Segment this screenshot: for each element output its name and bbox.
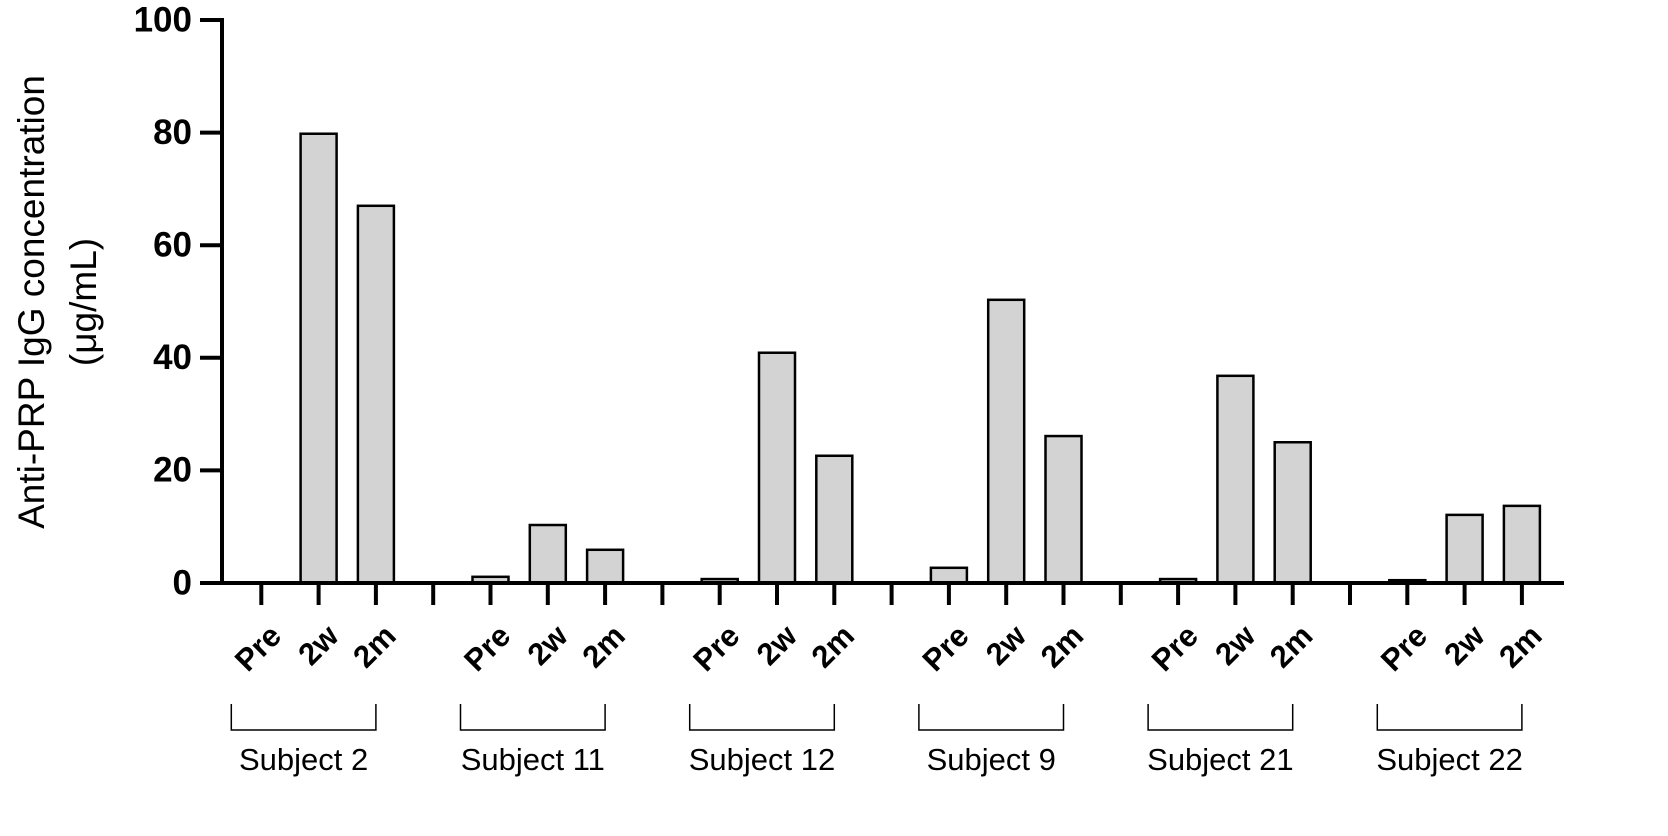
- y-tick-label: 0: [173, 563, 192, 602]
- x-tick-label: 2m: [1034, 618, 1090, 674]
- x-tick-label: 2w: [979, 617, 1034, 672]
- x-tick-label: 2w: [291, 617, 346, 672]
- x-tick-label: 2w: [1437, 617, 1492, 672]
- bar: [528, 523, 568, 585]
- bar: [299, 132, 338, 585]
- bar: [986, 298, 1026, 585]
- group-bracket: [1147, 704, 1294, 731]
- x-tick-label: Pre: [686, 618, 746, 678]
- group-label: Subject 9: [927, 742, 1056, 777]
- bar: [1273, 441, 1312, 585]
- group-label: Subject 22: [1376, 742, 1523, 777]
- y-tick-label: 40: [153, 338, 192, 377]
- y-tick-label: 100: [134, 0, 192, 39]
- x-tick-label: Pre: [457, 618, 517, 678]
- bar: [1445, 513, 1484, 585]
- x-tick-label: 2m: [1492, 618, 1548, 674]
- bar: [1216, 374, 1255, 585]
- y-axis-label: (μg/mL): [63, 238, 104, 366]
- y-tick-label: 80: [153, 113, 192, 152]
- x-tick-label: 2m: [575, 618, 631, 674]
- group-bracket: [230, 704, 377, 731]
- bar: [585, 548, 625, 585]
- bar: [929, 566, 969, 585]
- group-bracket: [459, 704, 606, 731]
- y-tick-label: 60: [153, 225, 192, 264]
- group-label: Subject 21: [1147, 742, 1294, 777]
- x-tick-label: 2w: [750, 617, 805, 672]
- x-tick-label: 2m: [346, 618, 402, 674]
- x-tick-label: Pre: [916, 618, 976, 678]
- x-tick-label: Pre: [228, 618, 288, 678]
- bar: [1044, 434, 1083, 585]
- group-label: Subject 11: [461, 742, 605, 777]
- x-tick-label: Pre: [1374, 618, 1434, 678]
- bar: [757, 351, 797, 585]
- group-label: Subject 12: [689, 742, 836, 777]
- x-tick-label: Pre: [1145, 618, 1205, 678]
- group-bracket: [1376, 704, 1523, 731]
- bar: [815, 454, 854, 585]
- x-tick-label: 2m: [805, 618, 861, 674]
- group-bracket: [918, 704, 1065, 731]
- x-tick-label: 2m: [1263, 618, 1319, 674]
- y-tick-label: 20: [153, 451, 192, 490]
- group-label: Subject 2: [239, 742, 368, 777]
- group-bracket: [688, 704, 836, 731]
- bar: [356, 204, 396, 585]
- x-tick-label: 2w: [1208, 617, 1263, 672]
- y-axis-label: Anti-PRP IgG concentration: [11, 75, 52, 529]
- x-tick-label: 2w: [521, 617, 576, 672]
- bar: [1502, 504, 1542, 585]
